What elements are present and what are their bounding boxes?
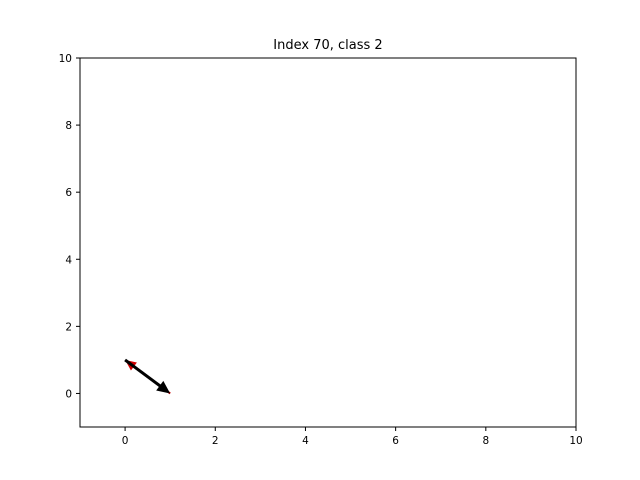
y-axis-ticks: 0 2 4 6 8 10 — [59, 53, 80, 400]
x-tick-label: 2 — [212, 435, 219, 447]
x-tick-label: 6 — [392, 435, 399, 447]
x-tick-label: 4 — [302, 435, 309, 447]
plot-area — [80, 58, 576, 427]
plot-frame — [79, 57, 577, 428]
arrow-shaft — [124, 358, 163, 389]
x-tick-label: 0 — [122, 435, 129, 447]
arrow-layer — [124, 358, 171, 395]
y-tick-label: 10 — [59, 53, 72, 65]
x-tick-label: 8 — [482, 435, 489, 447]
y-tick-label: 6 — [65, 187, 72, 199]
y-tick-label: 0 — [65, 388, 72, 400]
arrow-head — [156, 380, 171, 394]
chart-title: Index 70, class 2 — [273, 38, 382, 53]
y-tick-label: 2 — [65, 321, 72, 333]
x-tick-label: 10 — [569, 435, 582, 447]
x-axis-ticks: 0 2 4 6 8 10 — [122, 427, 583, 447]
y-tick-label: 8 — [65, 120, 72, 132]
y-tick-label: 4 — [65, 254, 72, 266]
